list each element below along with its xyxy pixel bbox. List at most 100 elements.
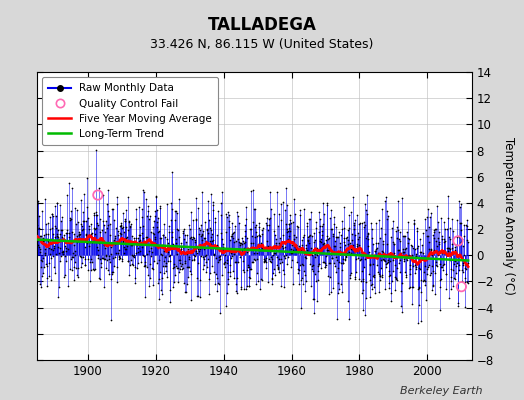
Point xyxy=(366,294,374,300)
Point xyxy=(75,229,84,236)
Point xyxy=(358,220,366,227)
Point xyxy=(435,276,444,283)
Point xyxy=(143,264,151,271)
Point xyxy=(223,260,231,267)
Point xyxy=(462,222,471,228)
Point xyxy=(426,272,434,278)
Point xyxy=(184,256,193,262)
Point xyxy=(61,272,69,278)
Point xyxy=(247,239,255,246)
Point xyxy=(204,198,212,205)
Point xyxy=(170,272,179,278)
Point xyxy=(337,267,346,273)
Point xyxy=(418,250,427,257)
Point xyxy=(187,297,195,303)
Point xyxy=(222,303,230,309)
Point xyxy=(436,215,445,222)
Point xyxy=(245,283,254,289)
Point xyxy=(86,221,95,228)
Point xyxy=(88,258,96,265)
Point xyxy=(260,256,269,263)
Point xyxy=(278,240,287,246)
Point xyxy=(215,256,223,263)
Point xyxy=(261,244,269,250)
Point xyxy=(238,238,247,244)
Point xyxy=(335,244,344,250)
Point xyxy=(165,252,173,259)
Point xyxy=(43,283,51,289)
Point xyxy=(314,276,322,283)
Point xyxy=(458,262,467,268)
Point xyxy=(377,265,386,271)
Point xyxy=(447,278,455,284)
Point xyxy=(73,272,81,278)
Point xyxy=(354,255,362,262)
Point xyxy=(60,237,69,243)
Point xyxy=(204,276,213,282)
Point xyxy=(391,287,399,293)
Point xyxy=(129,252,138,258)
Point xyxy=(37,257,45,263)
Point xyxy=(55,250,63,256)
Point xyxy=(101,245,109,251)
Point xyxy=(113,264,121,270)
Point xyxy=(38,273,46,280)
Point xyxy=(191,253,199,259)
Point xyxy=(251,257,259,263)
Point xyxy=(357,256,365,262)
Point xyxy=(249,259,258,266)
Point xyxy=(390,253,399,259)
Point xyxy=(351,274,359,280)
Point xyxy=(176,257,184,263)
Point xyxy=(417,289,425,296)
Point xyxy=(119,250,128,256)
Point xyxy=(427,247,435,254)
Point xyxy=(339,256,347,262)
Point xyxy=(268,270,277,276)
Point xyxy=(454,238,462,244)
Point xyxy=(227,250,235,256)
Point xyxy=(457,238,466,245)
Point xyxy=(36,281,45,288)
Point xyxy=(385,268,393,274)
Point xyxy=(395,260,403,266)
Point xyxy=(407,254,415,261)
Point xyxy=(302,254,310,261)
Point xyxy=(318,223,326,229)
Point xyxy=(43,238,52,244)
Point xyxy=(294,266,302,272)
Point xyxy=(264,279,272,285)
Point xyxy=(171,239,180,246)
Point xyxy=(152,241,160,247)
Point xyxy=(442,245,451,251)
Point xyxy=(406,270,414,277)
Point xyxy=(191,194,200,201)
Point xyxy=(312,251,321,258)
Point xyxy=(121,218,129,224)
Point xyxy=(278,232,287,238)
Point xyxy=(322,200,331,207)
Point xyxy=(399,233,407,240)
Point xyxy=(201,253,210,259)
Point xyxy=(253,269,261,276)
Point xyxy=(456,220,464,226)
Point xyxy=(47,254,56,261)
Point xyxy=(174,279,182,286)
Point xyxy=(77,221,85,228)
Point xyxy=(366,277,375,284)
Point xyxy=(98,237,106,243)
Point xyxy=(410,220,418,227)
Point xyxy=(182,238,190,245)
Point xyxy=(289,240,297,246)
Point xyxy=(394,198,402,204)
Point xyxy=(170,279,178,286)
Point xyxy=(433,203,441,209)
Point xyxy=(270,266,278,272)
Point xyxy=(378,206,386,212)
Point xyxy=(403,255,411,261)
Point xyxy=(129,262,137,269)
Point xyxy=(449,282,457,289)
Point xyxy=(376,235,385,241)
Point xyxy=(120,229,128,236)
Point xyxy=(451,276,460,282)
